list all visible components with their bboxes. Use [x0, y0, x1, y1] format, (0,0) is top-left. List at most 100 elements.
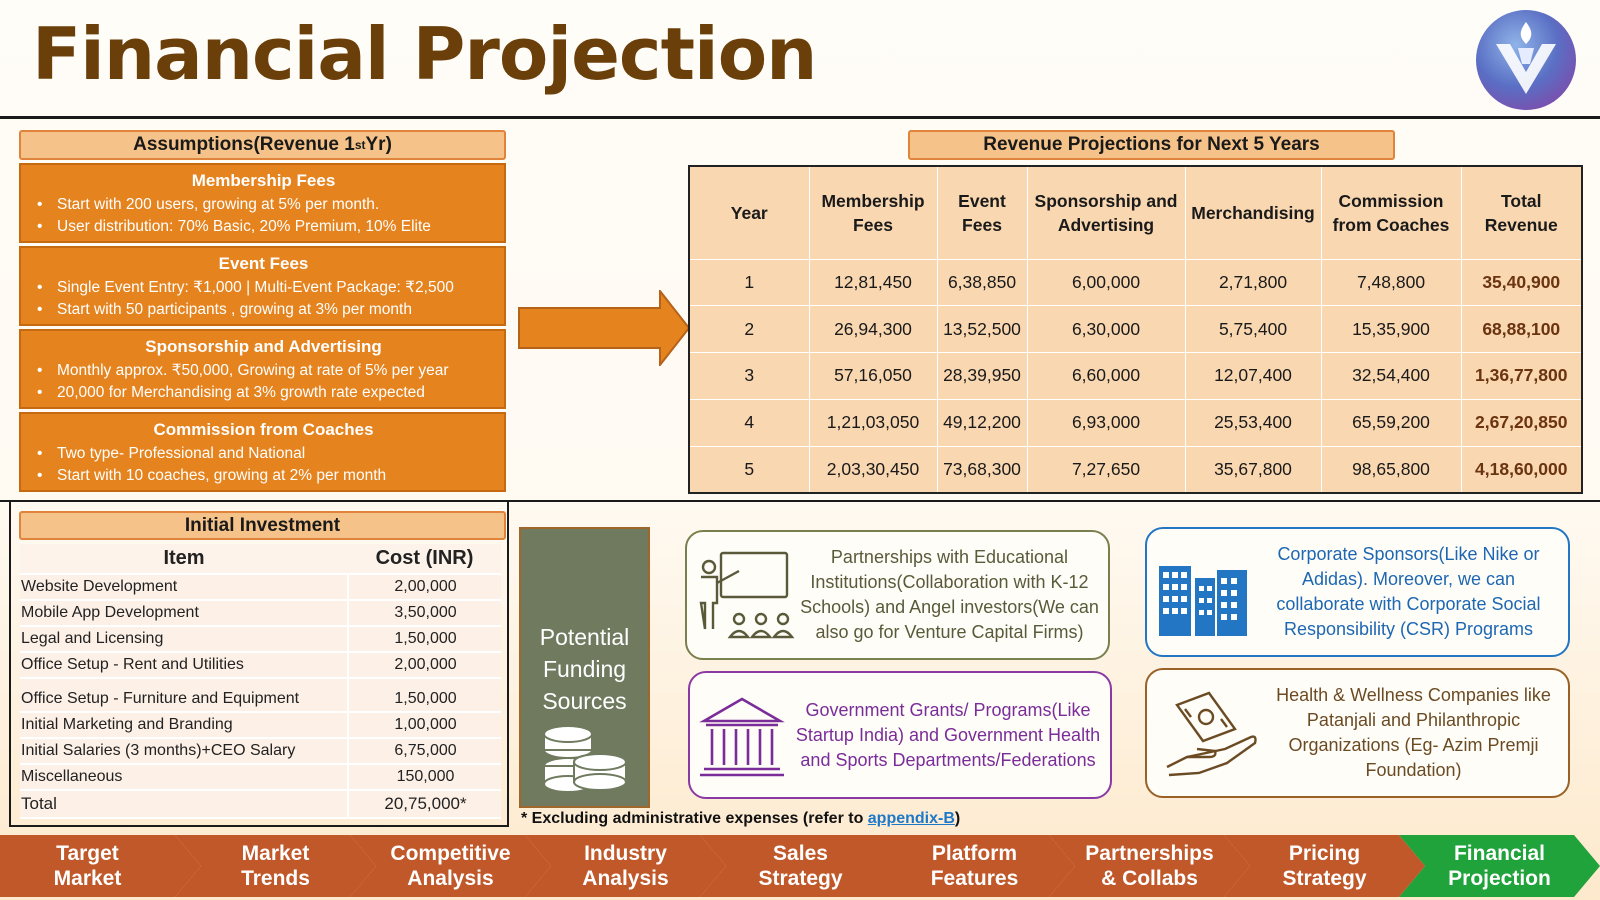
cell: 5	[688, 446, 809, 494]
table-row: 3 57,16,050 28,39,950 6,60,000 12,07,400 32,5…	[688, 352, 1582, 400]
assumptions-header-sup: st	[354, 138, 366, 152]
nav-pricing-strategy[interactable]: Pricing Strategy	[1224, 835, 1425, 897]
cell: 5,75,400	[1184, 305, 1321, 354]
investment-header-row: Item Cost (INR)	[20, 544, 501, 575]
cost-cell: 1,00,000	[347, 712, 501, 739]
corporate-text: Corporate Sponsors(Like Nike or Adidas).…	[1276, 544, 1541, 639]
table-row: Office Setup - Furniture and Equipment 1,…	[20, 678, 501, 713]
brand-logo	[1476, 10, 1576, 110]
item-cell: Legal and Licensing	[20, 626, 348, 653]
investment-header: Initial Investment	[19, 511, 506, 540]
assumption-heading: Sponsorship and Advertising	[145, 337, 382, 356]
total-cell: 1,36,77,800	[1460, 352, 1582, 400]
cell: 32,54,400	[1320, 352, 1461, 400]
col-commission: Commission from Coaches	[1320, 166, 1461, 260]
cell: 6,93,000	[1026, 399, 1185, 447]
assumption-bullet: Two type- Professional and National	[33, 443, 494, 465]
assumption-bullet: Start with 200 users, growing at 5% per …	[33, 194, 494, 216]
buildings-icon	[1159, 566, 1247, 636]
nav-market-trends[interactable]: Market Trends	[175, 835, 376, 897]
nav-partnerships-collabs[interactable]: Partnerships & Collabs	[1049, 835, 1250, 897]
right-arrow-icon	[518, 290, 690, 366]
cell: 73,68,300	[936, 446, 1027, 494]
col-event: Event Fees	[936, 166, 1027, 260]
nav-target-market[interactable]: Target Market	[0, 835, 201, 897]
cell: 6,30,000	[1026, 305, 1185, 354]
cell: 6,00,000	[1026, 259, 1185, 307]
cell: 2,71,800	[1184, 259, 1321, 307]
footnote-prefix: * Excluding administrative expenses (ref…	[521, 810, 868, 827]
funding-title: Potential Funding Sources	[539, 624, 630, 714]
cell: 2	[688, 305, 809, 354]
assumption-bullet: Start with 50 participants , growing at …	[33, 299, 494, 321]
item-cell: Initial Marketing and Branding	[20, 712, 348, 739]
total-cell: 4,18,60,000	[1460, 446, 1582, 494]
col-year: Year	[688, 166, 809, 260]
table-row: Office Setup - Rent and Utilities 2,00,00…	[20, 652, 501, 679]
cell: 1,21,03,050	[808, 399, 937, 447]
assumption-bullet: Start with 10 coaches, growing at 2% per…	[33, 465, 494, 487]
assumption-bullet: Single Event Entry: ₹1,000 | Multi-Event…	[33, 277, 494, 299]
cell: 65,59,200	[1320, 399, 1461, 447]
total-cell: 35,40,900	[1460, 259, 1582, 307]
table-row: 5 2,03,30,450 73,68,300 7,27,650 35,67,800 98…	[688, 446, 1582, 494]
section-divider	[0, 500, 1600, 502]
item-cell: Office Setup - Furniture and Equipment	[20, 678, 348, 713]
cost-cell: 3,50,000	[347, 600, 501, 627]
assumption-commission: Commission from Coaches Two type- Profes…	[19, 412, 506, 492]
cell: 7,27,650	[1026, 446, 1185, 494]
nav-competitive-analysis[interactable]: Competitive Analysis	[350, 835, 551, 897]
revenue-header: Revenue Projections for Next 5 Years	[908, 130, 1395, 160]
government-text: Government Grants/ Programs(Like Startup…	[795, 699, 1101, 770]
nav-financial-projection[interactable]: Financial Projection	[1399, 835, 1600, 897]
investment-table: Item Cost (INR) Website Development 2,00,…	[20, 544, 501, 819]
col-cost: Cost (INR)	[348, 544, 501, 575]
cell: 7,48,800	[1320, 259, 1461, 307]
education-text: Partnerships with Educational Institutio…	[800, 547, 1099, 642]
col-sponsorship: Sponsorship and Advertising	[1026, 166, 1185, 260]
col-total: Total Revenue	[1460, 166, 1582, 260]
item-cell: Website Development	[20, 574, 348, 601]
table-row: Initial Marketing and Branding 1,00,000	[20, 712, 501, 739]
cell: 3	[688, 352, 809, 400]
item-cell: Office Setup - Rent and Utilities	[20, 652, 348, 679]
col-membership: Membership Fees	[808, 166, 937, 260]
cell: 6,60,000	[1026, 352, 1185, 400]
appendix-link[interactable]: appendix-B	[867, 810, 955, 827]
nav-industry-analysis[interactable]: Industry Analysis	[525, 835, 726, 897]
table-row: 2 26,94,300 13,52,500 6,30,000 5,75,400 15,35…	[688, 305, 1582, 354]
nav-sales-strategy[interactable]: Sales Strategy	[700, 835, 901, 897]
cell: 6,38,850	[936, 259, 1027, 307]
cell: 28,39,950	[936, 352, 1027, 400]
table-row: 1 12,81,450 6,38,850 6,00,000 2,71,800 7,48,8…	[688, 259, 1582, 307]
cell: 1	[688, 259, 809, 307]
cell: 25,53,400	[1184, 399, 1321, 447]
total-value: 20,75,000*	[347, 790, 501, 819]
money-hand-icon	[1166, 691, 1257, 777]
total-label: Total	[20, 790, 348, 819]
cell: 2,03,30,450	[808, 446, 937, 494]
funding-card-health: Health & Wellness Companies like Patanja…	[1145, 668, 1570, 798]
funding-sources-box: Potential Funding Sources	[519, 527, 650, 808]
assumptions-header-main: Assumptions(Revenue 1	[133, 134, 355, 155]
cost-cell: 1,50,000	[347, 678, 501, 713]
teacher-icon	[699, 551, 795, 639]
cell: 26,94,300	[808, 305, 937, 354]
footnote: * Excluding administrative expenses (ref…	[521, 810, 960, 828]
cell: 12,07,400	[1184, 352, 1321, 400]
assumption-heading: Membership Fees	[191, 171, 336, 190]
nav-platform-features[interactable]: Platform Features	[874, 835, 1075, 897]
cost-cell: 150,000	[347, 764, 501, 791]
assumption-bullet: 20,000 for Merchandising at 3% growth ra…	[33, 382, 494, 404]
health-text: Health & Wellness Companies like Patanja…	[1276, 685, 1551, 780]
item-cell: Initial Salaries (3 months)+CEO Salary	[20, 738, 348, 765]
cost-cell: 1,50,000	[347, 626, 501, 653]
cell: 13,52,500	[936, 305, 1027, 354]
total-row: Total 20,75,000*	[20, 790, 501, 819]
total-cell: 68,88,100	[1460, 305, 1582, 354]
col-item: Item	[20, 544, 348, 575]
assumptions-header-tail: Yr)	[365, 134, 392, 155]
total-cell: 2,67,20,850	[1460, 399, 1582, 447]
cell: 15,35,900	[1320, 305, 1461, 354]
